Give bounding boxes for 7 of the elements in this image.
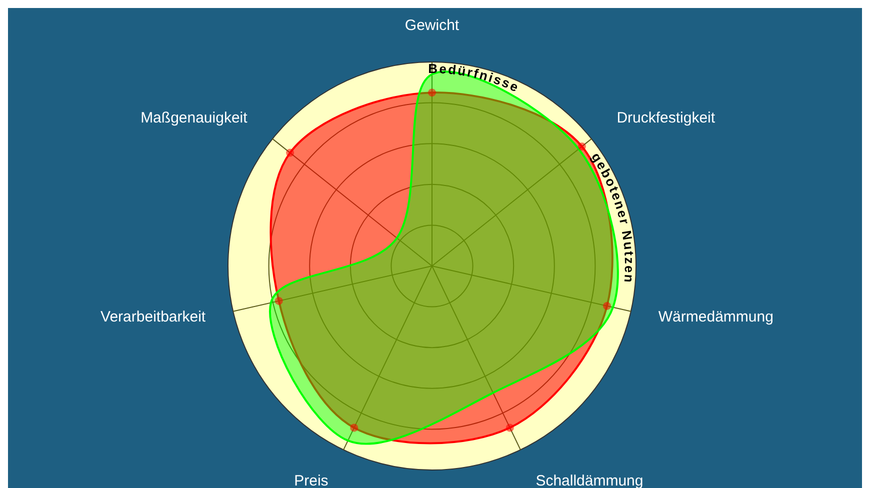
- spoke-label: Gewicht: [404, 16, 460, 34]
- spoke-label: Preis: [294, 472, 328, 488]
- spoke-label: Verarbeitbarkeit: [100, 308, 206, 326]
- spoke-label: Maßgenauigkeit: [140, 110, 248, 127]
- spoke-label: Druckfestigkeit: [616, 110, 716, 127]
- spoke-label: Wärmedämmung: [658, 308, 774, 326]
- spoke-label: Schalldämmung: [536, 472, 644, 488]
